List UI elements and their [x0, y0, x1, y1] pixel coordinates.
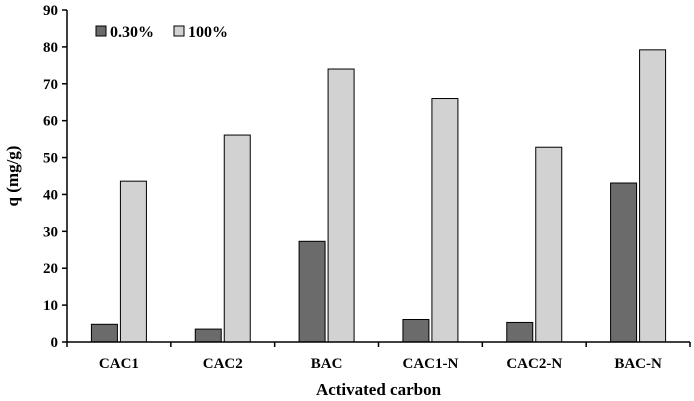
- bar-0.30%-CAC1: [90, 323, 118, 343]
- y-axis-ticks: 0 10 20 30 40 50 60 70 80 90: [43, 3, 67, 351]
- x-tick-label: CAC1: [99, 356, 139, 372]
- bar-0.30%-CAC2-N: [506, 321, 534, 343]
- bars-group: [90, 49, 667, 343]
- y-tick-label: 10: [43, 298, 58, 314]
- x-tick-label: BAC-N: [614, 356, 662, 372]
- y-tick-label: 20: [43, 261, 58, 277]
- bar-0.30%-BAC-N: [610, 182, 638, 343]
- bar-0.30%-BAC: [298, 240, 326, 343]
- y-axis-title: q (mg/g): [3, 146, 22, 207]
- y-tick-label: 40: [43, 187, 58, 203]
- bar-100%-CAC2: [223, 134, 251, 343]
- legend-label: 0.30%: [110, 24, 154, 41]
- y-tick-label: 30: [43, 224, 58, 240]
- x-axis-ticks: CAC1 CAC2 BAC CAC1-N CAC2-N BAC-N: [66, 342, 691, 372]
- bar-100%-CAC1: [119, 180, 147, 343]
- bar-0.30%-CAC2: [194, 328, 222, 343]
- x-tick-label: CAC1-N: [403, 356, 459, 372]
- bar-0.30%-CAC1-N: [402, 318, 430, 343]
- bar-100%-CAC2-N: [535, 146, 563, 343]
- x-axis-title: Activated carbon: [316, 380, 442, 399]
- y-tick-label: 70: [43, 77, 58, 93]
- bar-100%-BAC-N: [639, 49, 667, 343]
- legend-label: 100%: [188, 24, 228, 41]
- y-tick-label: 0: [51, 335, 59, 351]
- y-tick-label: 80: [43, 40, 58, 56]
- bar-100%-CAC1-N: [431, 98, 459, 343]
- legend: 0.30% 100%: [95, 24, 228, 41]
- bar-100%-BAC: [327, 68, 355, 343]
- x-tick-label: CAC2: [203, 356, 243, 372]
- x-tick-label: CAC2-N: [506, 356, 562, 372]
- y-tick-label: 50: [43, 151, 58, 167]
- legend-swatch: [95, 25, 107, 37]
- y-tick-label: 60: [43, 114, 58, 130]
- y-tick-label: 90: [43, 3, 58, 19]
- legend-swatch: [173, 25, 185, 37]
- x-tick-label: BAC: [311, 356, 343, 372]
